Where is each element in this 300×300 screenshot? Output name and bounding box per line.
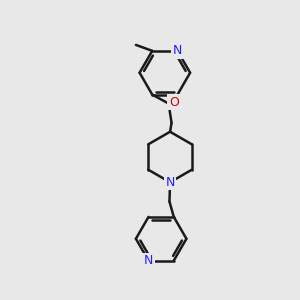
Text: N: N bbox=[173, 44, 182, 57]
Text: N: N bbox=[165, 176, 175, 189]
Text: O: O bbox=[169, 95, 179, 109]
Text: N: N bbox=[144, 254, 153, 267]
